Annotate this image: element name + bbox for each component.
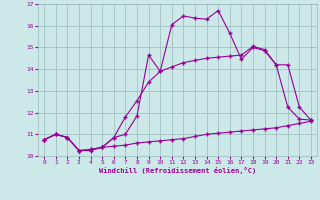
X-axis label: Windchill (Refroidissement éolien,°C): Windchill (Refroidissement éolien,°C) — [99, 167, 256, 174]
